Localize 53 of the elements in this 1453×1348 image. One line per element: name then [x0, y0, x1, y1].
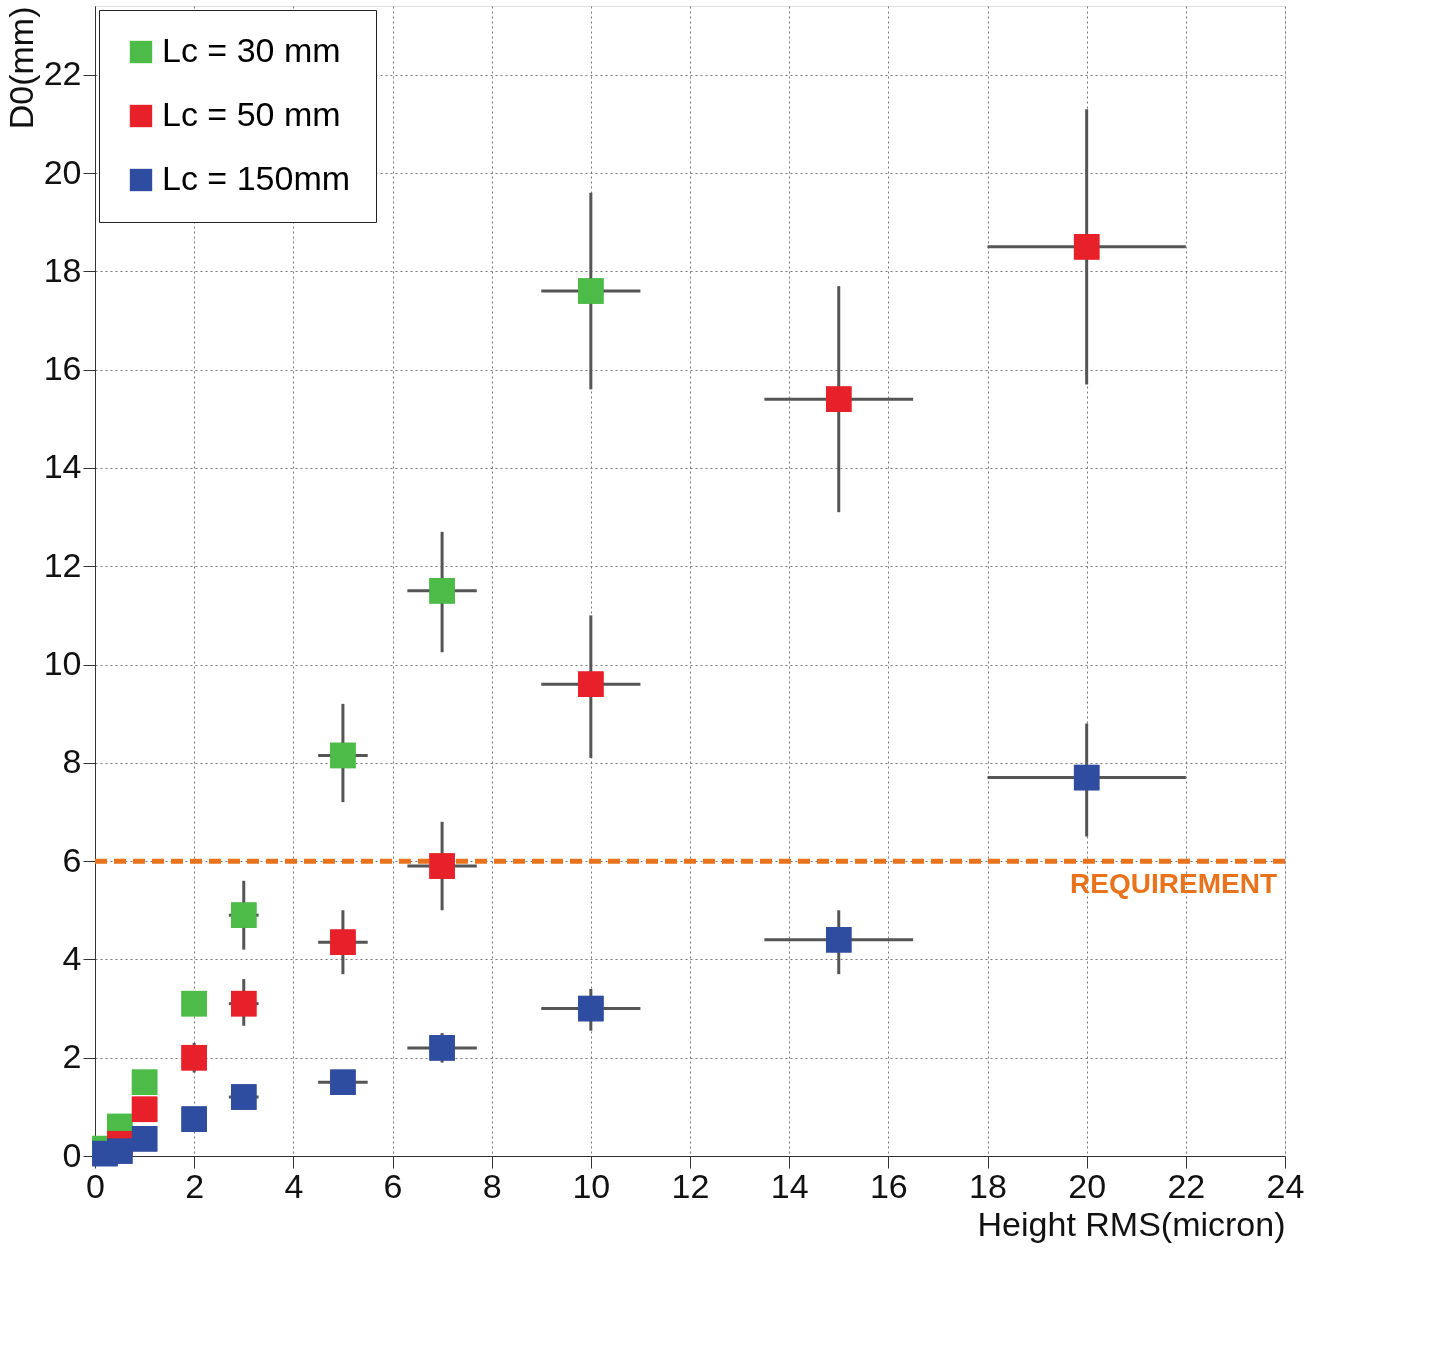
ref-line-label: REQUIREMENT: [1070, 868, 1277, 900]
y-tick-label: 0: [62, 1135, 82, 1174]
point: [578, 671, 604, 697]
y-tick-label: 2: [62, 1037, 82, 1076]
point: [1073, 234, 1100, 260]
point: [330, 1069, 356, 1096]
x-tick-label: 4: [284, 1166, 304, 1205]
point: [107, 1138, 133, 1164]
point: [429, 853, 455, 879]
x-tick-label: 12: [671, 1166, 710, 1205]
point: [1073, 764, 1100, 791]
x-tick-label: 8: [482, 1166, 502, 1205]
point: [181, 990, 207, 1017]
x-axis-title: Height RMS(micron): [977, 1204, 1286, 1243]
point: [826, 386, 852, 412]
y-tick-label: 22: [43, 54, 82, 93]
point: [181, 1106, 207, 1132]
point: [330, 742, 356, 769]
x-tick-label: 16: [869, 1166, 908, 1205]
legend-label: Lc = 30 mm: [162, 31, 341, 69]
legend-label: Lc = 150mm: [162, 159, 351, 197]
x-tick-label: 18: [969, 1166, 1007, 1205]
y-tick-label: 16: [43, 349, 82, 388]
point: [330, 929, 356, 955]
x-tick-label: 14: [770, 1166, 809, 1205]
point: [131, 1069, 158, 1096]
point: [578, 995, 604, 1022]
x-tick-label: 2: [185, 1166, 205, 1205]
point: [231, 902, 257, 928]
y-tick-label: 10: [43, 644, 82, 683]
point: [131, 1096, 158, 1123]
y-axis-title: D0(mm): [1, 6, 40, 130]
legend-label: Lc = 50 mm: [162, 95, 341, 133]
y-tick-label: 12: [43, 545, 82, 584]
y-tick-label: 4: [62, 938, 82, 977]
x-tick-label: 10: [572, 1166, 611, 1205]
point: [826, 927, 852, 953]
x-tick-label: 22: [1167, 1166, 1206, 1205]
x-tick-label: 6: [383, 1166, 403, 1205]
x-tick-label: 20: [1068, 1166, 1107, 1205]
point: [131, 1126, 158, 1152]
y-tick-label: 14: [43, 447, 82, 486]
point: [429, 1035, 455, 1061]
y-tick-label: 20: [43, 152, 82, 191]
point: [181, 1044, 207, 1071]
point: [231, 1084, 257, 1110]
y-tick-label: 8: [62, 742, 82, 781]
y-tick-label: 6: [62, 840, 82, 879]
y-tick-label: 18: [43, 250, 82, 289]
point: [578, 278, 604, 304]
point: [231, 990, 257, 1017]
point: [429, 578, 455, 604]
x-tick-label: 24: [1266, 1166, 1305, 1205]
